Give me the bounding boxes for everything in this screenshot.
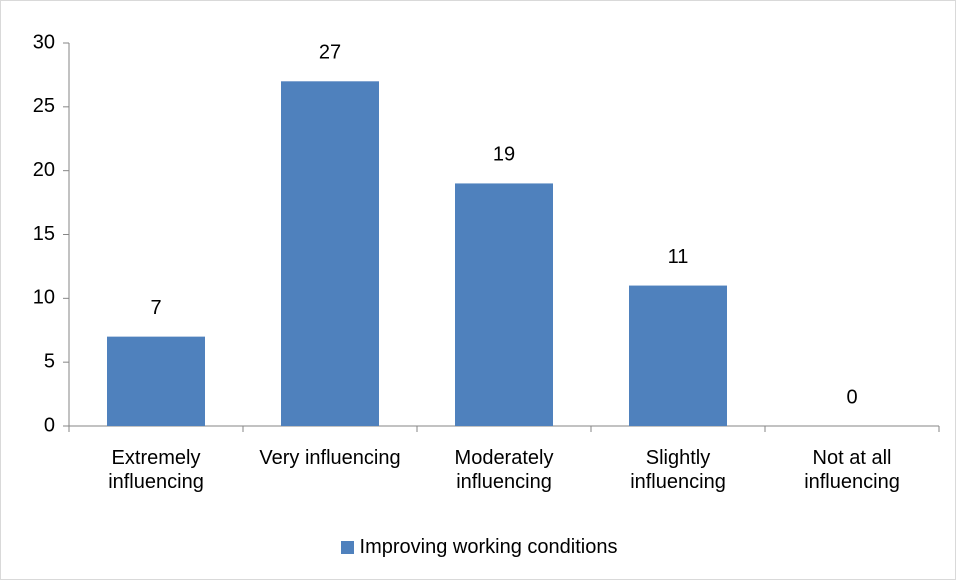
- legend: Improving working conditions: [1, 536, 955, 559]
- y-tick-label: 10: [33, 287, 55, 309]
- legend-swatch: [340, 541, 354, 554]
- data-label: 27: [319, 42, 341, 64]
- y-tick-label: 20: [33, 159, 55, 181]
- data-label: 0: [846, 386, 857, 408]
- data-label: 19: [493, 144, 515, 166]
- legend-label: Improving working conditions: [359, 536, 618, 558]
- y-tick-label: 25: [33, 95, 55, 117]
- bar: [281, 81, 379, 427]
- bar: [455, 183, 553, 426]
- x-tick-label: Not at all influencing: [804, 447, 900, 493]
- x-tick-label: Slightly influencing: [630, 447, 726, 493]
- bar: [629, 285, 727, 426]
- data-label: 7: [150, 297, 161, 319]
- bar: [107, 336, 205, 426]
- data-label: 11: [668, 246, 689, 268]
- y-tick-label: 0: [44, 414, 55, 436]
- x-tick-label: Very influencing: [259, 447, 401, 469]
- x-tick-label: Moderately influencing: [454, 447, 554, 493]
- y-tick-label: 5: [44, 350, 55, 372]
- y-tick-label: 30: [33, 31, 55, 53]
- y-tick-label: 15: [33, 223, 55, 245]
- x-tick-label: Extremely influencing: [108, 447, 204, 493]
